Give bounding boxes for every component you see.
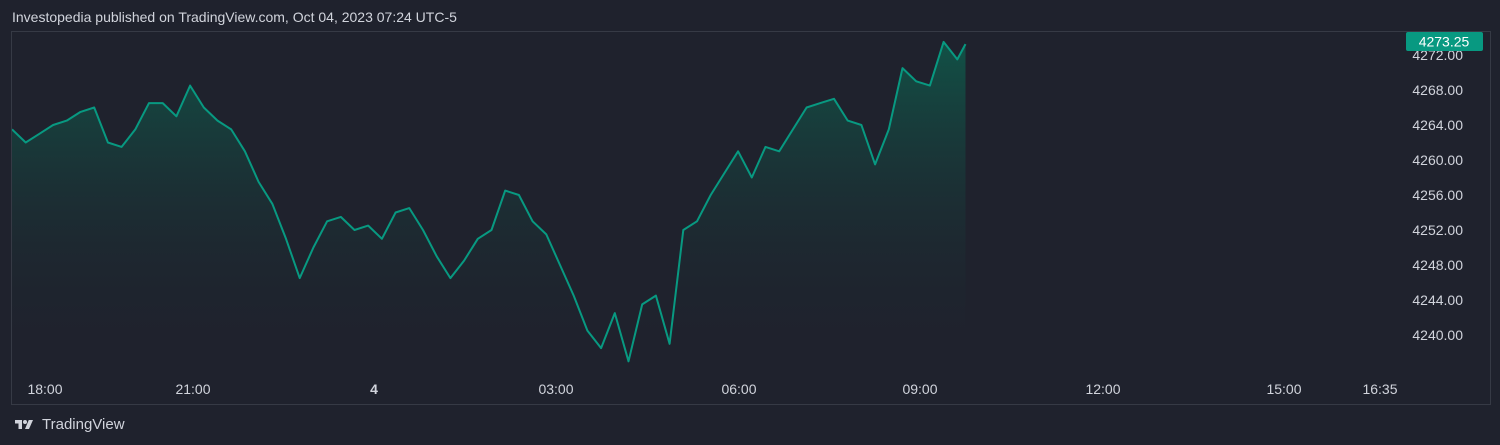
x-tick-label: 16:35 (1362, 381, 1397, 397)
y-tick-label: 4248.00 (1412, 257, 1463, 273)
x-tick-label: 03:00 (538, 381, 573, 397)
area-layer (12, 41, 966, 362)
line-layer (12, 40, 967, 363)
y-tick-label: 4240.00 (1412, 327, 1463, 343)
chart-frame: 4240.00 4244.00 4248.00 4252.00 4256.00 4260.… (11, 31, 1491, 405)
x-tick-label: 06:00 (721, 381, 756, 397)
price-axis[interactable]: 4240.00 4244.00 4248.00 4252.00 4256.00 4260.… (1412, 47, 1463, 343)
price-line[interactable] (12, 40, 967, 363)
x-tick-label: 09:00 (902, 381, 937, 397)
last-price-badge (1406, 32, 1483, 51)
y-tick-label: 4256.00 (1412, 187, 1463, 203)
time-axis[interactable]: 18:00 21:00 4 03:00 06:00 09:00 12:00 15:00 16:3… (27, 381, 1397, 397)
last-price-badge-layer: 4273.25 (1406, 32, 1483, 51)
x-tick-label: 21:00 (175, 381, 210, 397)
x-tick-label: 4 (370, 381, 378, 397)
y-tick-label: 4268.00 (1412, 82, 1463, 98)
x-tick-label: 15:00 (1266, 381, 1301, 397)
x-tick-label: 12:00 (1085, 381, 1120, 397)
last-price-label: 4273.25 (1419, 34, 1470, 50)
brand-name: TradingView (42, 416, 125, 433)
footer-brand[interactable]: TradingView (12, 416, 125, 433)
attribution-header: Investopedia published on TradingView.co… (12, 9, 457, 25)
price-chart[interactable]: 4240.00 4244.00 4248.00 4252.00 4256.00 4260.… (12, 32, 1490, 404)
y-tick-label: 4264.00 (1412, 117, 1463, 133)
y-tick-label: 4244.00 (1412, 292, 1463, 308)
x-tick-label: 18:00 (27, 381, 62, 397)
price-area-fill (12, 41, 966, 362)
tradingview-logo-icon (15, 419, 33, 429)
y-tick-label: 4252.00 (1412, 222, 1463, 238)
y-tick-label: 4260.00 (1412, 152, 1463, 168)
